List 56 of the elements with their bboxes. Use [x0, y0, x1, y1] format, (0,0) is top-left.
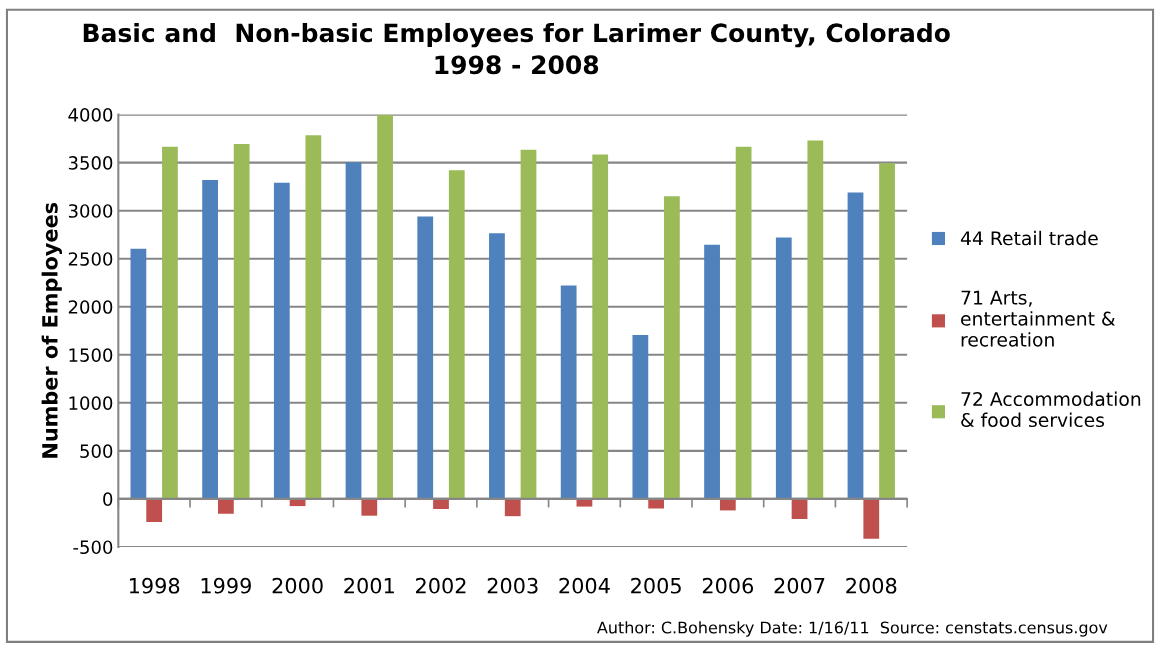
bar [489, 233, 505, 499]
x-tick-label: 2006 [702, 577, 754, 594]
bar [791, 498, 808, 520]
y-tick-label: 1500 [69, 348, 113, 362]
y-tick-label: 500 [80, 444, 113, 458]
text: Author: C.Bohensky Date: 1/16/11 Source: censtats.census.gov [597, 621, 1108, 637]
bar [417, 216, 434, 499]
bar [305, 135, 322, 499]
y-tick-label: 0 [103, 492, 113, 507]
bar [520, 149, 537, 499]
y-tick-label: 2500 [68, 252, 113, 266]
legend-label: 72 Accommodation & food services [961, 391, 1141, 428]
bar [807, 140, 824, 499]
bar [504, 498, 521, 517]
bar [146, 498, 163, 522]
x-tick-label: 1998 [129, 577, 180, 594]
bar [377, 115, 393, 499]
bar [433, 498, 449, 509]
legend-label: 44 Retail trade [960, 230, 1098, 246]
bar [879, 163, 895, 499]
bar [361, 498, 378, 516]
x-tick-label: 2008 [846, 577, 897, 594]
y-tick-label: 1000 [69, 396, 113, 410]
bar [664, 196, 680, 499]
legend-label: 71 Arts, entertainment & recreation [961, 290, 1115, 347]
y-tick-label: 2000 [68, 300, 113, 314]
x-tick-label: 2001 [344, 577, 394, 594]
bar [632, 335, 649, 499]
bar [704, 244, 720, 499]
y-tick-label: 3500 [68, 156, 113, 170]
bar [345, 162, 362, 499]
bar [448, 170, 465, 499]
y-tick-label: 4000 [68, 108, 113, 122]
bar [592, 154, 609, 499]
x-tick-label: 2000 [272, 577, 323, 594]
x-tick-label: 2002 [416, 577, 466, 594]
chart-title: Basic and Non-basic Employees for Larimer County, Colorado 1998 - 2008 [83, 22, 950, 75]
x-tick-label: 2007 [774, 577, 825, 594]
x-tick-label: 2003 [487, 577, 538, 594]
bar [863, 498, 880, 539]
bar [273, 182, 290, 499]
bar [735, 146, 752, 499]
x-tick-label: 2004 [559, 577, 610, 594]
y-tick-label: 3000 [68, 204, 113, 218]
bar [233, 143, 250, 499]
bar [847, 192, 864, 499]
bar [130, 248, 147, 499]
bar [202, 179, 218, 499]
bar [560, 285, 577, 499]
y-tick-label: -500 [73, 540, 113, 555]
x-tick-label: 1999 [201, 577, 251, 594]
bar [775, 237, 792, 499]
bar [162, 146, 178, 499]
x-tick-label: 2005 [631, 577, 681, 594]
y-axis-title: Number of Employees [41, 202, 62, 458]
bar [218, 498, 234, 514]
